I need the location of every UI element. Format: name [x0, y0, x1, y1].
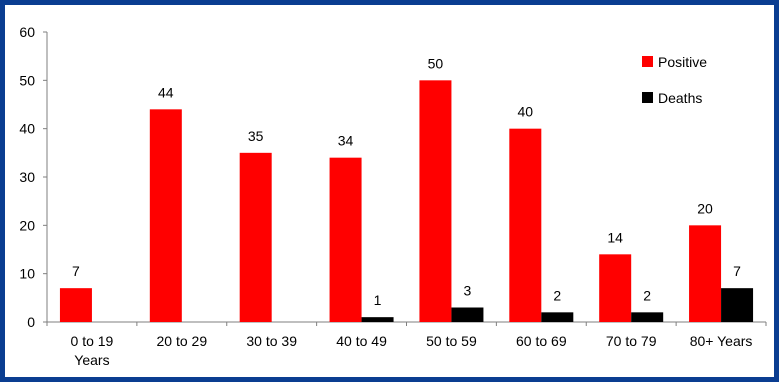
y-tick-label: 60 [19, 24, 35, 40]
bar-deaths-5 [451, 307, 484, 322]
data-label-positive: 20 [697, 200, 713, 216]
x-tick-label: 30 to 39 [246, 333, 297, 349]
y-tick-label: 20 [19, 217, 35, 233]
legend-swatch-deaths [642, 92, 653, 103]
y-tick-label: 50 [19, 72, 35, 88]
legend-label-positive: Positive [658, 54, 707, 70]
data-label-positive: 14 [607, 229, 623, 245]
data-label-deaths: 2 [643, 287, 651, 303]
data-label-positive: 7 [72, 263, 80, 279]
bar-positive-1 [59, 288, 92, 322]
y-tick-label: 0 [27, 314, 35, 330]
x-tick-label: 70 to 79 [606, 333, 657, 349]
data-label-positive: 40 [518, 104, 534, 120]
bar-positive-2 [149, 109, 182, 322]
data-label-positive: 34 [338, 133, 354, 149]
chart-card: 0 10 20 30 40 50 60 7 0 to 19 Years 44 20 to 29 35 30… [5, 5, 774, 377]
bar-positive-5 [419, 80, 452, 322]
data-label-positive: 50 [428, 55, 444, 71]
y-tick-label: 30 [19, 169, 35, 185]
x-tick-label: Years [74, 352, 109, 368]
data-label-deaths: 3 [464, 283, 472, 299]
bar-deaths-6 [541, 312, 574, 322]
x-tick-label: 50 to 59 [426, 333, 477, 349]
x-tick-label: 60 to 69 [516, 333, 567, 349]
bar-deaths-4 [361, 317, 394, 322]
x-tick-label: 80+ Years [690, 333, 753, 349]
bar-positive-4 [329, 157, 362, 322]
y-tick-label: 10 [19, 266, 35, 282]
data-label-deaths: 7 [733, 263, 741, 279]
bar-positive-8 [689, 225, 722, 322]
bar-deaths-7 [631, 312, 664, 322]
bar-positive-3 [239, 152, 272, 322]
legend-swatch-positive [642, 56, 653, 67]
x-tick-label: 40 to 49 [336, 333, 387, 349]
data-label-deaths: 2 [553, 287, 561, 303]
bar-positive-7 [599, 254, 632, 322]
data-label-positive: 44 [158, 84, 174, 100]
x-tick-label: 0 to 19 [71, 333, 114, 349]
x-tick-label: 20 to 29 [157, 333, 208, 349]
y-tick-label: 40 [19, 121, 35, 137]
data-label-deaths: 1 [374, 292, 382, 308]
bar-deaths-8 [721, 288, 754, 322]
data-label-positive: 35 [248, 128, 264, 144]
legend-label-deaths: Deaths [658, 90, 702, 106]
bar-positive-6 [509, 128, 542, 322]
